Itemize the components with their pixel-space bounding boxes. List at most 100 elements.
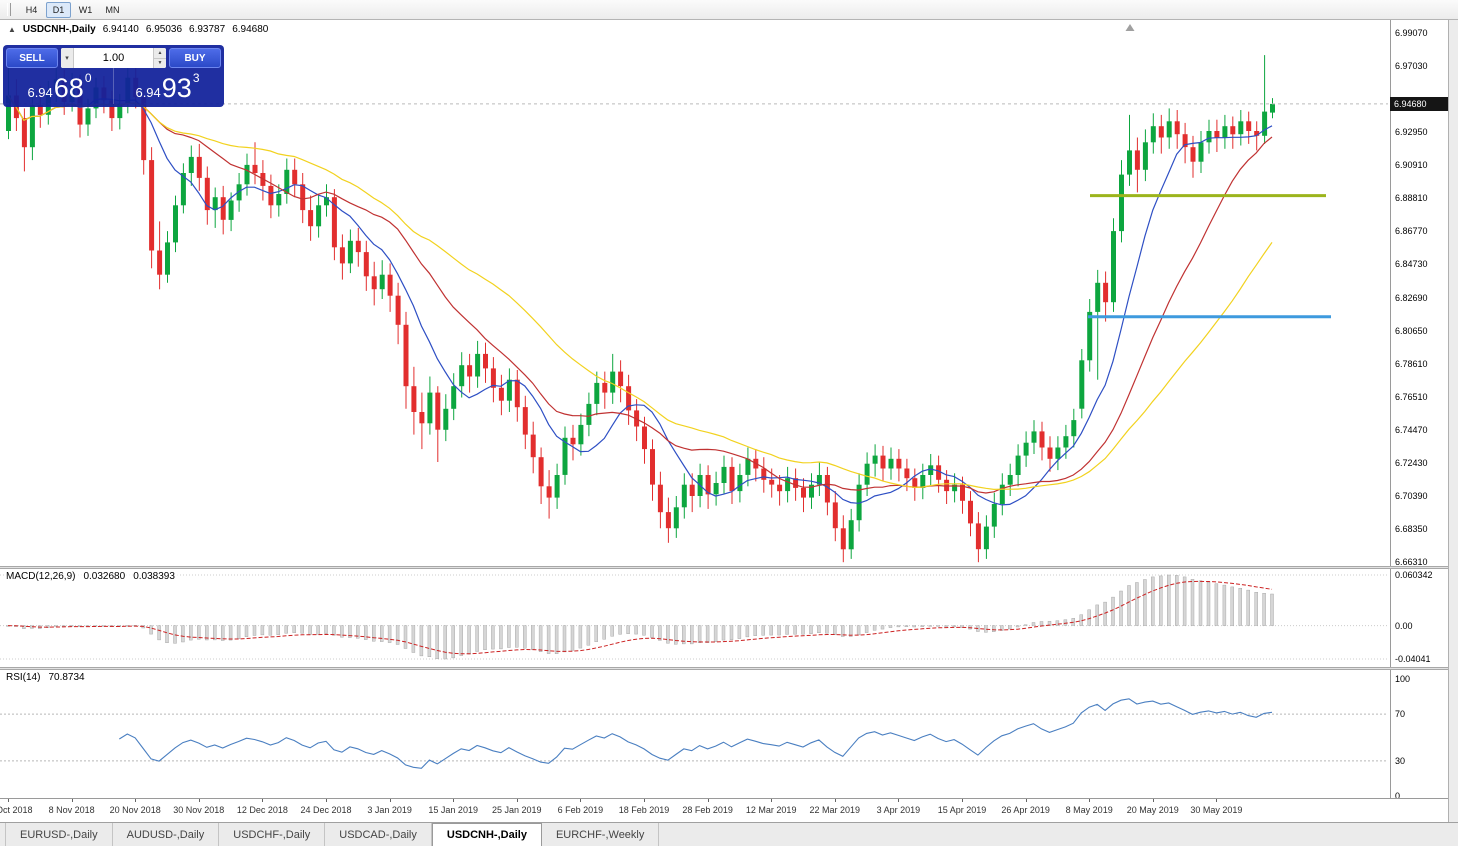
volume-input[interactable] <box>74 48 153 68</box>
price-axis-label: 6.74470 <box>1395 424 1428 435</box>
one-click-collapse-icon[interactable]: ▲ <box>8 25 16 34</box>
date-tick <box>71 799 73 802</box>
date-label: 6 Feb 2019 <box>557 805 604 815</box>
date-label: 30 Nov 2018 <box>173 805 225 815</box>
volume-decrement-button[interactable]: ▼ <box>153 58 166 68</box>
date-label: 12 Mar 2019 <box>745 805 797 815</box>
date-label: 22 Mar 2019 <box>809 805 861 815</box>
macd-label: MACD(12,26,9) 0.032680 0.038393 <box>6 571 179 582</box>
chart-tab-usdcad-daily[interactable]: USDCAD-,Daily <box>325 823 432 846</box>
sell-button[interactable]: SELL <box>6 48 58 68</box>
date-label: 12 Dec 2018 <box>236 805 288 815</box>
rsi-axis-label: 70 <box>1395 709 1406 720</box>
chart-tab-eurchf-weekly[interactable]: EURCHF-,Weekly <box>542 823 660 846</box>
rsi-name: RSI(14) <box>6 672 41 683</box>
date-tick <box>962 799 963 802</box>
price-axis-label: 6.70390 <box>1395 490 1428 501</box>
toolbar-grip[interactable] <box>7 3 11 16</box>
date-tick <box>8 799 9 802</box>
macd-signal-line <box>7 580 1273 655</box>
panel-splitter[interactable] <box>0 667 1448 670</box>
date-tick <box>389 799 391 802</box>
current-price-value: 6.94680 <box>1394 98 1427 109</box>
date-label: 24 Dec 2018 <box>300 805 352 815</box>
date-tick <box>1025 799 1027 802</box>
price-axis-label: 6.68350 <box>1395 523 1428 534</box>
price-axis-label: 6.90910 <box>1395 160 1428 171</box>
macd-axis-label: -0.04041 <box>1395 654 1431 664</box>
volume-control: ▾ ▲ ▼ <box>61 48 166 68</box>
macd-panel: MACD(12,26,9) 0.032680 0.038393 0.060342… <box>0 569 1458 667</box>
panel-splitter[interactable] <box>0 566 1448 569</box>
date-label: 18 Feb 2019 <box>618 805 670 815</box>
chart-tab-eurusd-daily[interactable]: EURUSD-,Daily <box>5 823 113 846</box>
one-click-trading-panel: SELL ▾ ▲ ▼ BUY 6.94 68 0 6 <box>3 45 224 107</box>
timeframe-button-w1[interactable]: W1 <box>78 4 93 15</box>
vertical-scrollbar[interactable] <box>1448 20 1458 822</box>
chart-tab-usdchf-daily[interactable]: USDCHF-,Daily <box>219 823 326 846</box>
price-axis-label: 6.78610 <box>1395 358 1428 369</box>
volume-increment-button[interactable]: ▲ <box>153 48 166 59</box>
macd-name: MACD(12,26,9) <box>6 571 76 582</box>
date-tick <box>898 799 900 802</box>
rsi-axis-label: 30 <box>1395 755 1406 766</box>
timeframe-toolbar: H4 D1 W1 MN <box>0 0 1458 20</box>
date-label: 8 May 2019 <box>1065 805 1113 815</box>
sell-price-display[interactable]: 6.94 68 0 <box>6 68 114 104</box>
date-label: 3 Apr 2019 <box>876 805 921 815</box>
date-label: 20 May 2019 <box>1126 805 1179 815</box>
date-axis[interactable]: 29 Oct 2018 8 Nov 2018 20 Nov 2018 30 Nov 2… <box>0 798 1448 822</box>
chart-title: ▲ USDCNH-,Daily 6.94140 6.95036 6.93787 … <box>8 24 268 35</box>
buy-price-display[interactable]: 6.94 93 3 <box>114 68 221 104</box>
date-label: 15 Jan 2019 <box>428 805 478 815</box>
date-tick <box>1089 799 1091 802</box>
buy-price-point: 3 <box>192 71 200 85</box>
rsi-line <box>119 698 1273 769</box>
date-tick <box>198 799 200 802</box>
price-axis[interactable]: 6.99070 6.97030 6.92950 6.90910 6.88810 6.867… <box>1390 20 1448 567</box>
chart-shift-marker-icon[interactable] <box>1125 24 1135 31</box>
price-axis-label: 6.99070 <box>1395 28 1428 38</box>
price-axis-label: 6.86770 <box>1395 226 1428 237</box>
rsi-axis-label: 0 <box>1395 791 1401 801</box>
timeframe-button-mn[interactable]: MN <box>105 4 120 15</box>
buy-button[interactable]: BUY <box>169 48 221 68</box>
price-axis-label: 6.72430 <box>1395 457 1428 468</box>
date-label: 20 Nov 2018 <box>109 805 161 815</box>
volume-spinner: ▲ ▼ <box>153 48 166 68</box>
date-label: 28 Feb 2019 <box>682 805 733 815</box>
price-axis-label: 6.80650 <box>1395 325 1428 336</box>
date-label: 30 May 2019 <box>1190 805 1243 815</box>
timeframe-button-h4[interactable]: H4 <box>25 4 38 15</box>
date-tick <box>834 799 836 802</box>
macd-axis-label: 0.060342 <box>1395 570 1433 580</box>
volume-dropdown-icon[interactable]: ▾ <box>61 48 74 68</box>
ohlc-high: 6.95036 <box>145 24 183 35</box>
macd-histogram <box>6 574 1274 660</box>
ohlc-close: 6.94680 <box>232 24 269 35</box>
date-label: 26 Apr 2019 <box>1001 805 1050 815</box>
date-tick <box>707 799 709 802</box>
macd-chart-canvas[interactable] <box>0 569 1390 667</box>
chart-window[interactable]: ▲ USDCNH-,Daily 6.94140 6.95036 6.93787 … <box>0 20 1458 822</box>
buy-price-base: 6.94 <box>135 85 161 100</box>
chart-tab-audusd-daily[interactable]: AUDUSD-,Daily <box>113 823 220 846</box>
chart-tab-bar: EURUSD-,Daily AUDUSD-,Daily USDCHF-,Daily U… <box>0 822 1458 846</box>
candles-layer <box>6 50 1275 563</box>
date-tick <box>1152 799 1154 802</box>
rsi-axis-label: 100 <box>1395 674 1411 684</box>
rsi-current-value: 70.8734 <box>48 672 85 683</box>
macd-main-value: 0.032680 <box>83 571 126 582</box>
date-label: 3 Jan 2019 <box>367 805 412 815</box>
rsi-chart-canvas[interactable] <box>0 670 1390 798</box>
chart-tab-usdcnh-daily[interactable]: USDCNH-,Daily <box>431 823 542 846</box>
timeframe-button-d1[interactable]: D1 <box>46 1 71 18</box>
date-tick <box>135 799 137 802</box>
macd-axis: 0.060342 0.00 -0.04041 <box>1390 569 1448 667</box>
date-tick <box>771 799 773 802</box>
price-axis-label: 6.82690 <box>1395 292 1428 303</box>
ohlc-open: 6.94140 <box>102 24 139 35</box>
date-tick <box>516 799 518 802</box>
date-tick <box>644 799 645 802</box>
